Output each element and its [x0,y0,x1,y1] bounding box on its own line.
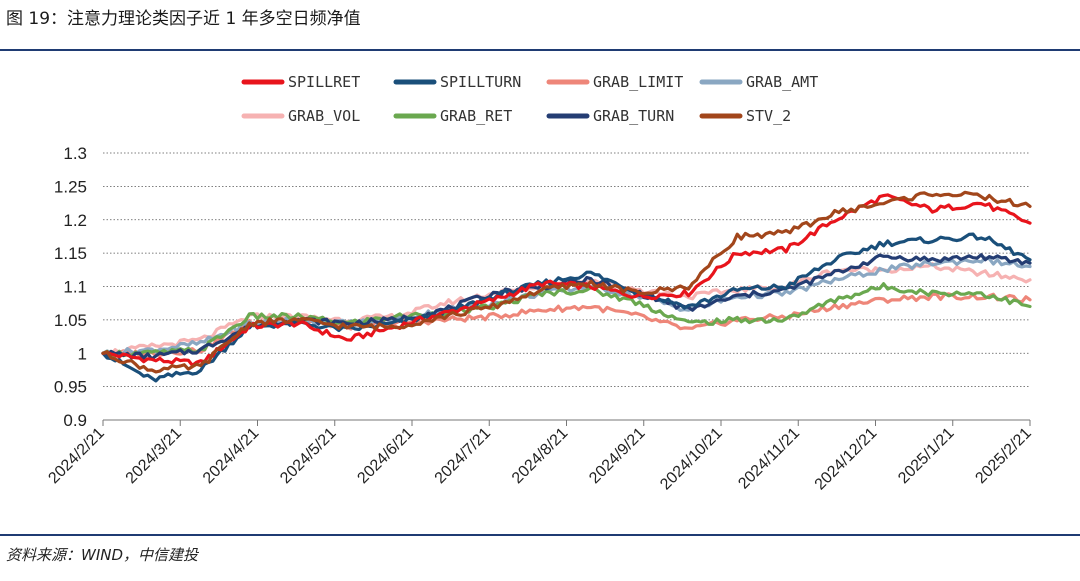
source-rule [0,534,1080,536]
x-tick-label: 2024/7/21 [432,425,494,487]
legend-label: GRAB_RET [440,107,512,125]
legend-label: SPILLTURN [440,73,521,91]
y-tick-label: 1.25 [54,177,87,196]
y-tick-label: 1 [78,344,87,363]
source-note: 资料来源：WIND，中信建投 [6,546,199,564]
y-tick-label: 0.95 [54,378,87,397]
title-rule [0,49,1080,51]
x-tick-label: 2024/2/21 [45,425,107,487]
legend-label: SPILLRET [288,73,360,91]
x-tick-label: 2024/11/21 [735,425,803,493]
y-tick-label: 1.05 [54,311,87,330]
series-line-spillret [101,193,1032,367]
y-tick-label: 1.15 [54,244,87,263]
x-tick-label: 2024/12/21 [812,425,881,494]
x-tick-label: 2024/5/21 [277,425,339,487]
legend-label: STV_2 [746,107,791,125]
y-tick-label: 1.1 [63,278,87,297]
series-line-grab-ret [101,282,1032,358]
figure-title: 图 19：注意力理论类因子近 1 年多空日频净值 [6,9,361,29]
legend-label: GRAB_AMT [746,73,818,91]
x-tick-label: 2024/9/21 [586,425,648,487]
x-tick-label: 2024/3/21 [123,425,185,487]
series-line-stv-2 [101,190,1032,374]
x-tick-label: 2024/6/21 [354,425,416,487]
series-lines [101,190,1032,383]
x-tick-label: 2024/4/21 [200,425,262,487]
x-axis: 2024/2/21 2024/3/21 2024/4/21 2024/5/21 2024… [45,420,1035,494]
y-tick-label: 0.9 [63,411,87,430]
x-tick-label: 2025/1/21 [895,425,957,487]
legend: SPILLRET SPILLTURN GRAB_LIMIT GRAB_AMT GRAB_… [241,73,818,125]
y-tick-label: 1.2 [63,211,87,230]
legend-label: GRAB_TURN [593,107,674,125]
x-tick-label: 2025/2/21 [972,425,1034,487]
x-tick-label: 2024/8/21 [509,425,571,487]
y-axis: 0.9 0.95 1 1.05 1.1 1.15 1.2 1.25 1.3 [54,144,87,430]
y-tick-label: 1.3 [63,144,87,163]
legend-label: GRAB_VOL [288,107,360,125]
x-tick-label: 2024/10/21 [657,425,726,494]
legend-label: GRAB_LIMIT [593,73,683,91]
